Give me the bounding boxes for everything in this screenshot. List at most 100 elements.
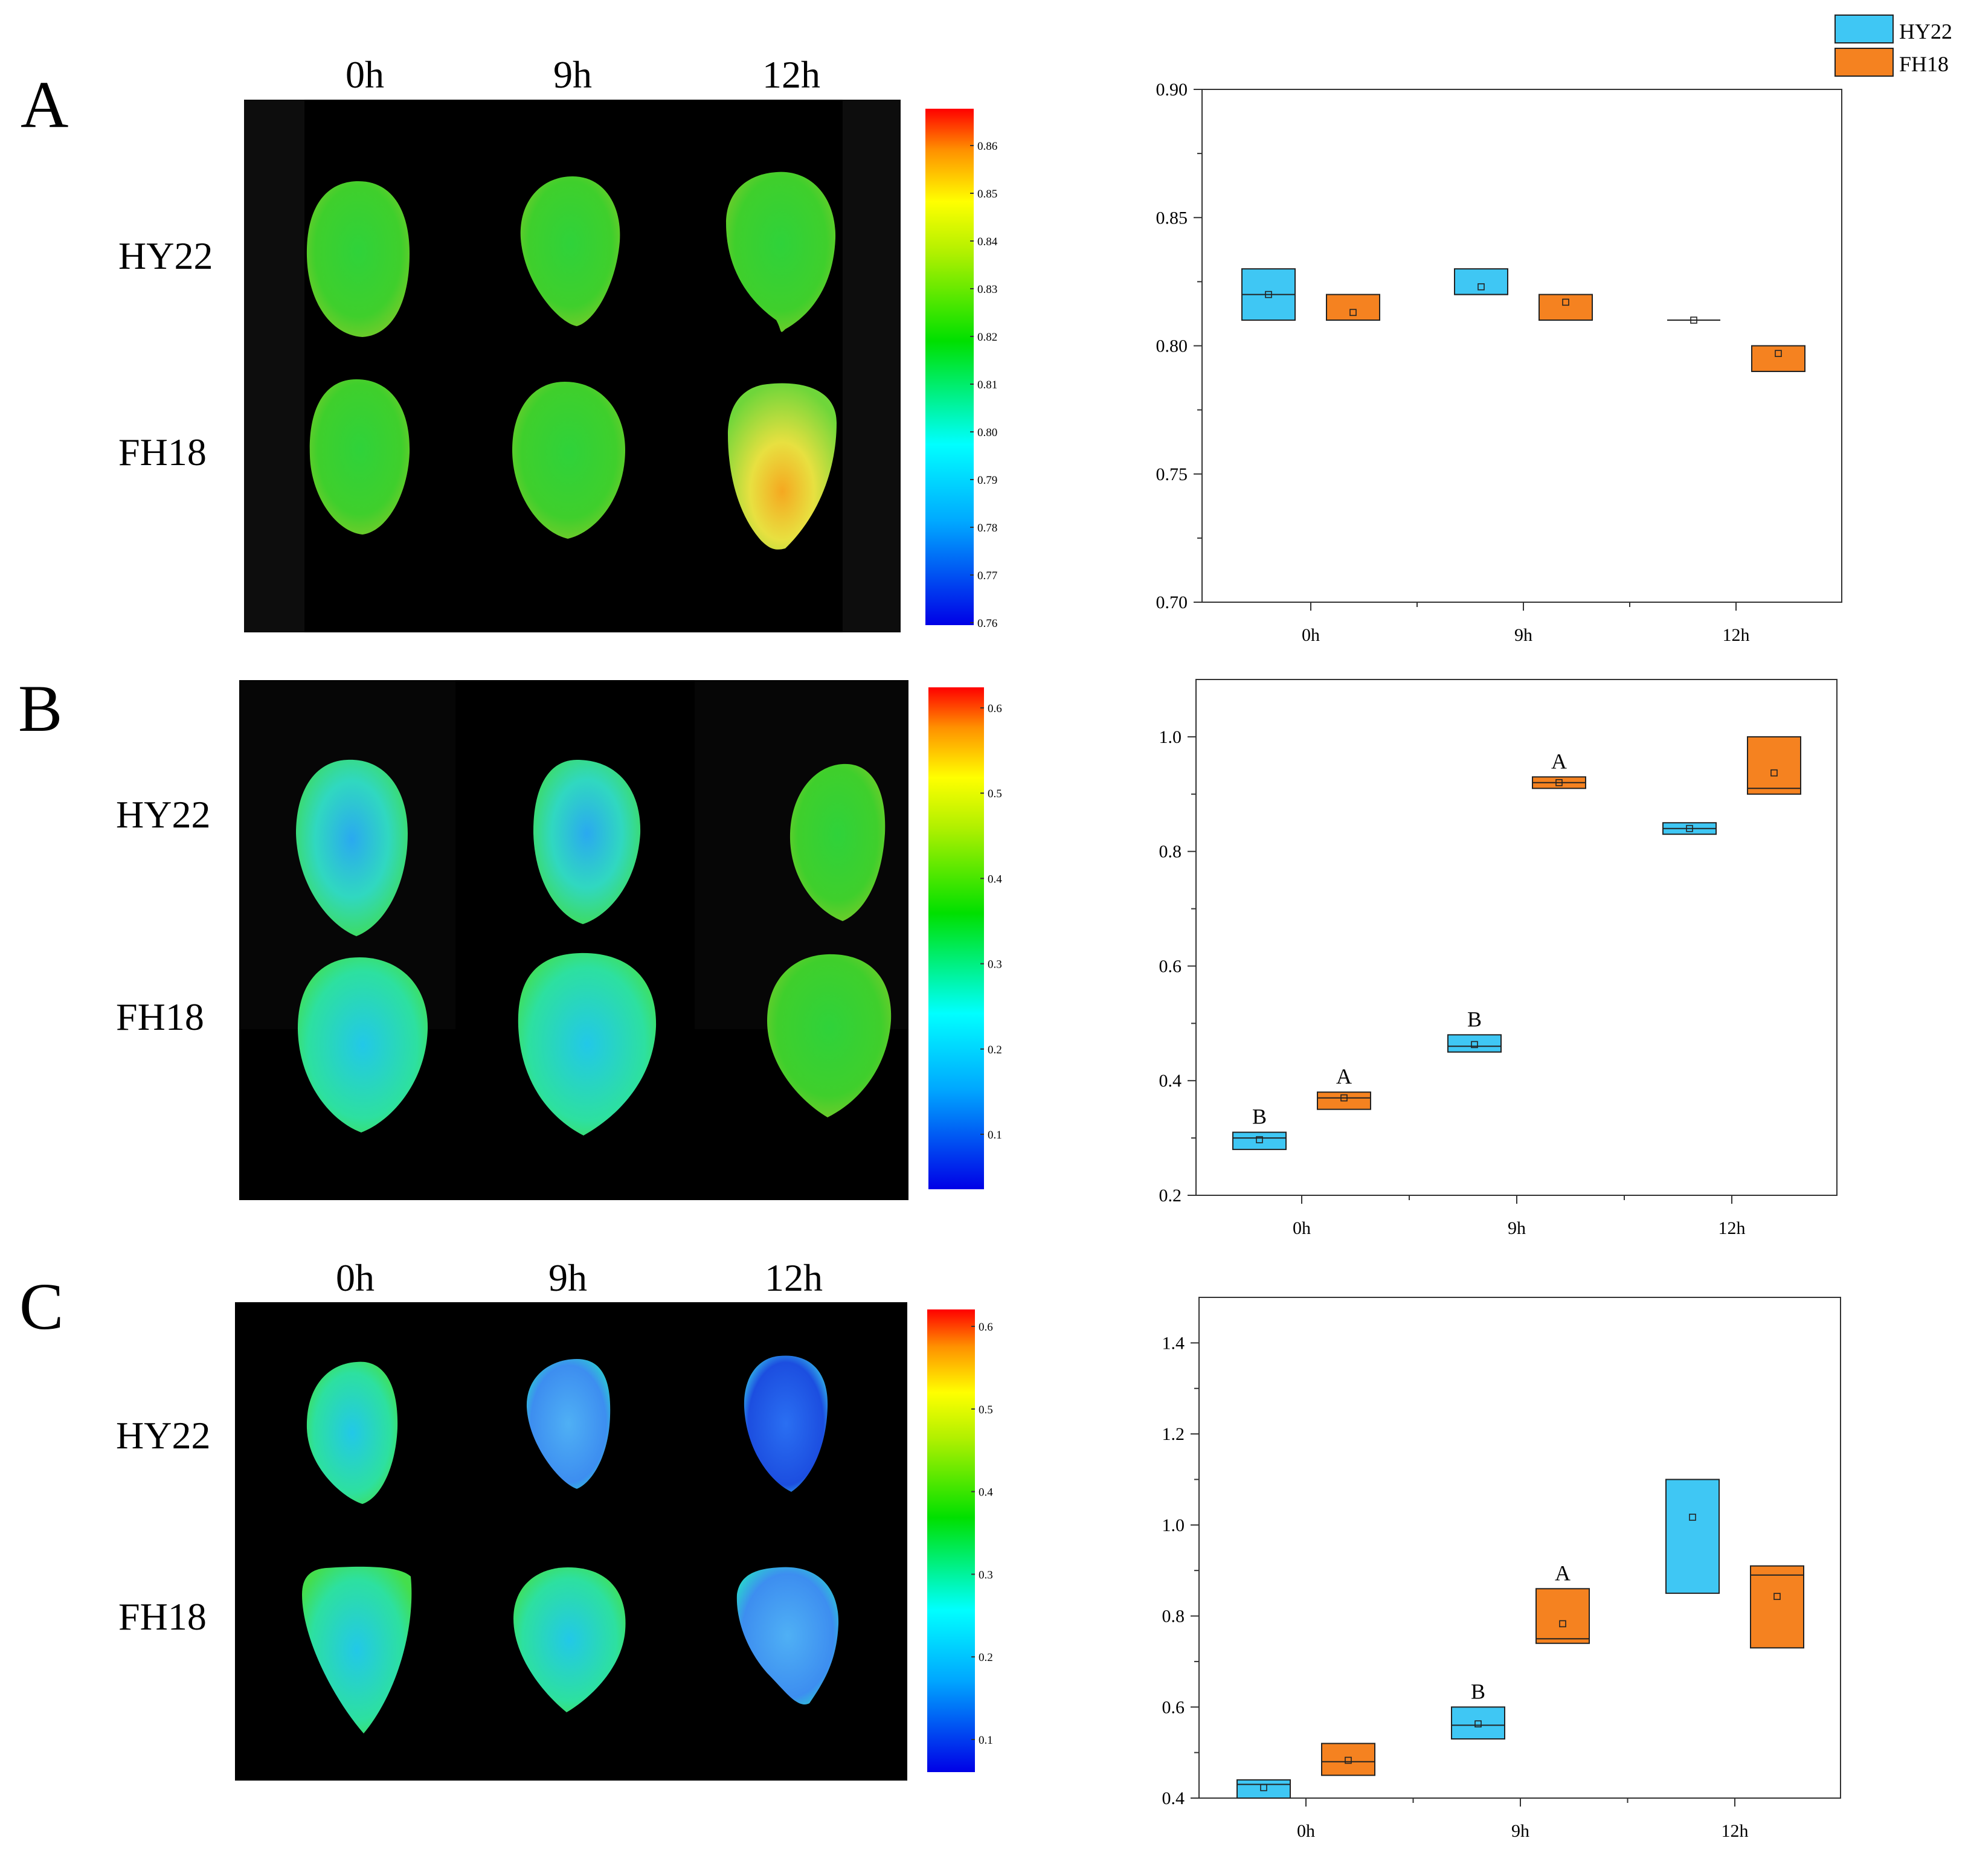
leaf-a-fh18-0h xyxy=(309,379,410,535)
panel-letter-c: C xyxy=(19,1270,63,1343)
fh18-box-0h-mean xyxy=(1340,1094,1348,1102)
hy22-box-9h xyxy=(1451,1706,1505,1740)
fh18-box-12h xyxy=(1751,345,1805,372)
colorbar-tick-label: 0.3 xyxy=(988,959,1002,971)
colorbar-a xyxy=(925,109,974,625)
hy22-box-9h-sig-label: B xyxy=(1471,1679,1485,1703)
leaf-a-hy22-9h xyxy=(520,176,620,326)
x-category-label: 9h xyxy=(1511,1821,1529,1841)
y-tick-label: 0.75 xyxy=(1156,464,1188,484)
hy22-box-12h-mean xyxy=(1690,316,1697,324)
leaf-b-fh18-9h xyxy=(518,952,657,1136)
fh18-box-0h-mean xyxy=(1349,309,1357,316)
colorbar-tick-label: 0.2 xyxy=(979,1651,993,1664)
panel-letter-b: B xyxy=(18,672,62,745)
legend-label-fh18: FH18 xyxy=(1899,52,1949,76)
leaf-a-fh18-9h xyxy=(512,382,625,539)
fh18-box-0h xyxy=(1326,294,1380,321)
legend-label-hy22: HY22 xyxy=(1899,19,1952,43)
leaf-c-fh18-9h xyxy=(513,1567,626,1712)
fh18-box-9h-sig-label: A xyxy=(1555,1561,1571,1585)
plot-frame xyxy=(1195,679,1838,1196)
y-tick-label: 0.85 xyxy=(1156,208,1188,228)
leaf-image-panel-b xyxy=(239,680,908,1200)
leaf-b-fh18-0h xyxy=(297,957,428,1132)
leaf-c-hy22-9h xyxy=(526,1359,611,1489)
colorbar-tick-label: 0.4 xyxy=(988,873,1002,885)
colorbar-c xyxy=(927,1309,975,1772)
colorbar-tick-label: 0.77 xyxy=(977,570,997,582)
leaf-b-fh18-12h xyxy=(767,954,892,1117)
fh18-box-9h-mean xyxy=(1562,298,1569,306)
col-label-c-12h: 12h xyxy=(765,1256,823,1299)
row-label-c-fh18: FH18 xyxy=(118,1595,207,1638)
y-tick-label: 0.4 xyxy=(1162,1788,1185,1808)
col-label-a-12h: 12h xyxy=(762,53,820,96)
leaf-a-hy22-12h xyxy=(726,172,836,332)
box-chart-a: 0.70 0.75 0.80 0.85 0.90 0h 9h 12h xyxy=(1156,80,1842,645)
fh18-box-12h xyxy=(1747,736,1801,795)
colorbar-tick-label: 0.82 xyxy=(977,331,997,344)
fh18-box-12h xyxy=(1750,1565,1804,1649)
hy22-box-12h xyxy=(1665,1479,1720,1594)
fh18-box-9h xyxy=(1535,1588,1590,1644)
hy22-box-9h-mean xyxy=(1471,1041,1478,1049)
x-category-label: 12h xyxy=(1723,625,1750,645)
leaf-image-panel-c xyxy=(235,1302,907,1781)
y-tick-label: 0.6 xyxy=(1162,1697,1185,1717)
y-tick-label: 1.0 xyxy=(1159,727,1182,747)
y-tick-label: 1.0 xyxy=(1162,1515,1185,1535)
y-tick-label: 0.2 xyxy=(1159,1186,1182,1206)
hy22-box-0h xyxy=(1232,1131,1287,1151)
colorbar-b xyxy=(928,687,984,1189)
y-tick-label: 0.4 xyxy=(1159,1071,1182,1091)
colorbar-tick-label: 0.4 xyxy=(979,1486,993,1499)
x-category-label: 12h xyxy=(1722,1821,1749,1841)
hy22-box-0h-mean xyxy=(1265,291,1272,298)
fh18-box-9h-mean xyxy=(1559,1620,1566,1628)
col-label-c-0h: 0h xyxy=(336,1256,375,1299)
y-tick-label: 0.6 xyxy=(1159,956,1182,976)
colorbar-tick-label: 0.79 xyxy=(977,474,997,487)
hy22-box-9h-sig-label: B xyxy=(1467,1007,1482,1031)
x-category-label: 12h xyxy=(1719,1218,1746,1238)
fh18-box-12h-mean xyxy=(1775,350,1782,358)
col-label-a-0h: 0h xyxy=(346,53,384,96)
box-chart-b: 0.2 0.4 0.6 0.8 1.0 0h 9h 12h B B A A xyxy=(1159,679,1838,1238)
hy22-box-0h-mean xyxy=(1260,1784,1267,1791)
hy22-box-9h xyxy=(1454,268,1508,295)
y-tick-label: 0.8 xyxy=(1162,1607,1185,1627)
colorbar-tick-label: 0.3 xyxy=(979,1569,993,1581)
y-tick-label: 0.70 xyxy=(1156,593,1188,612)
box-chart-c: 0.4 0.6 0.8 1.0 1.2 1.4 0h 9h 12h B A xyxy=(1162,1297,1841,1841)
leaf-image-panel-a xyxy=(244,100,901,632)
hy22-box-9h-mean xyxy=(1477,283,1485,291)
legend-swatch-hy22 xyxy=(1834,14,1894,43)
fh18-box-0h-sig-label: A xyxy=(1336,1064,1352,1088)
legend-swatch-fh18 xyxy=(1834,48,1894,77)
y-tick-label: 0.8 xyxy=(1159,842,1182,862)
fh18-box-9h-sig-label: A xyxy=(1551,749,1567,773)
colorbar-tick-label: 0.81 xyxy=(977,379,997,391)
row-label-a-fh18: FH18 xyxy=(118,431,207,474)
x-category-label: 0h xyxy=(1297,1821,1315,1841)
colorbar-tick-label: 0.1 xyxy=(988,1129,1002,1142)
leaf-c-fh18-0h xyxy=(302,1566,412,1733)
legend: HY22 FH18 xyxy=(1834,14,1952,77)
hy22-box-12h-mean xyxy=(1689,1514,1696,1521)
y-tick-label: 1.2 xyxy=(1162,1424,1185,1444)
x-category-label: 9h xyxy=(1508,1218,1526,1238)
y-tick-label: 0.90 xyxy=(1156,80,1188,100)
leaf-c-hy22-12h xyxy=(744,1355,828,1492)
colorbar-tick-label: 0.6 xyxy=(979,1321,993,1334)
colorbar-tick-label: 0.84 xyxy=(977,236,998,248)
leaf-b-hy22-12h xyxy=(789,763,886,921)
colorbar-tick-label: 0.80 xyxy=(977,426,997,439)
x-category-label: 0h xyxy=(1302,625,1320,645)
colorbar-tick-label: 0.85 xyxy=(977,188,997,201)
hy22-box-0h-sig-label: B xyxy=(1252,1105,1267,1129)
fh18-box-12h-mean xyxy=(1770,769,1778,777)
fh18-box-12h-mean xyxy=(1773,1593,1781,1600)
plot-frame xyxy=(1198,1297,1841,1799)
colorbar-tick-label: 0.1 xyxy=(979,1734,993,1747)
